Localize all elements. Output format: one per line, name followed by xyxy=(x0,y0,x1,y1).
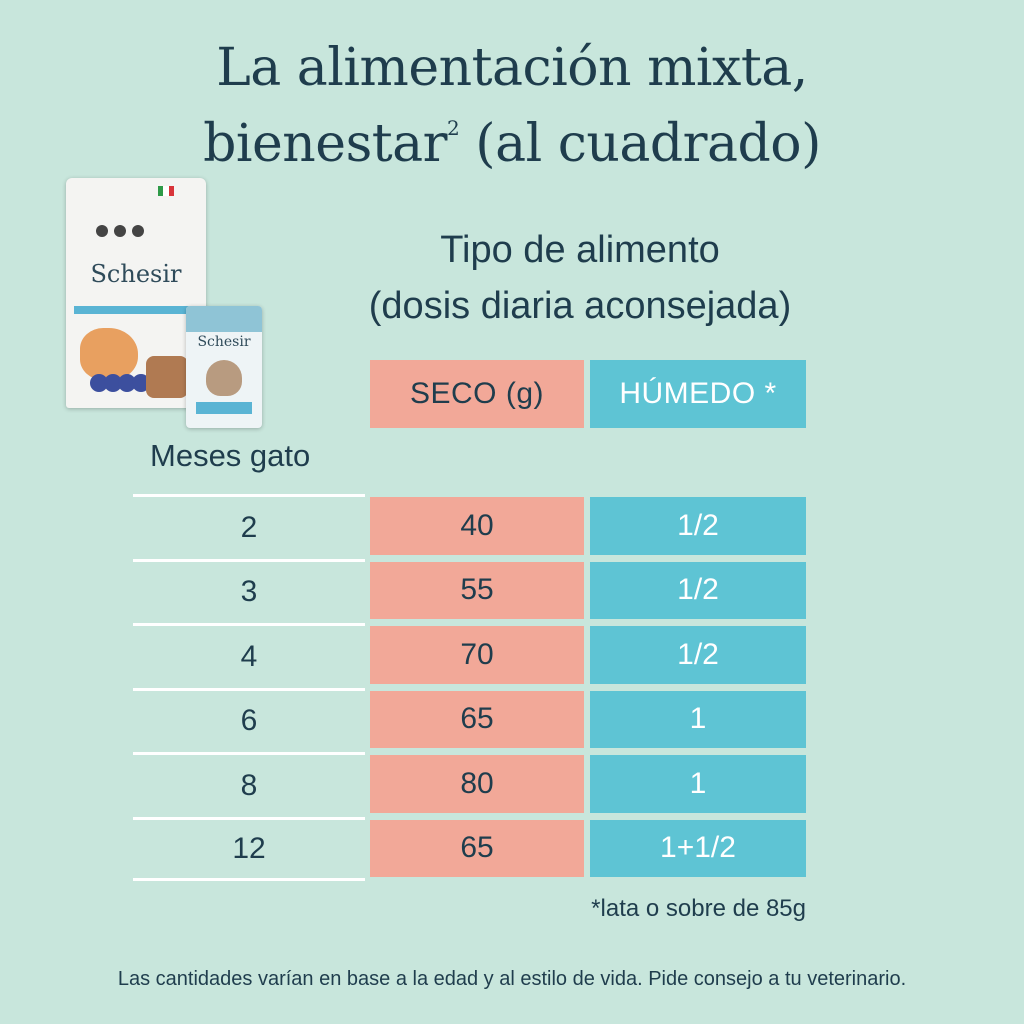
product-image: Schesir Schesir xyxy=(66,178,266,428)
blueberries-image xyxy=(90,374,150,397)
table-row: 3 55 1/2 xyxy=(133,558,806,624)
cell-seco: 55 xyxy=(370,561,584,619)
table-subtitle: Tipo de alimento (dosis diaria aconsejad… xyxy=(300,222,860,334)
chicken-image xyxy=(146,356,188,398)
footnote: *lata o sobre de 85g xyxy=(591,895,806,922)
table-row: 8 80 1 xyxy=(133,752,806,817)
kibble-image xyxy=(80,328,138,380)
italian-flag-icon xyxy=(158,186,174,196)
cell-age: 2 xyxy=(133,494,365,559)
table-row: 4 70 1/2 xyxy=(133,623,806,688)
pouch-brand-logo: Schesir xyxy=(197,334,251,350)
title-line-2: bienestar2 (al cuadrado) xyxy=(0,98,1024,174)
cell-humedo: 1 xyxy=(590,690,806,748)
cat-silhouettes-icon xyxy=(96,224,176,238)
kitten-image xyxy=(206,360,242,396)
subtitle-line-1: Tipo de alimento xyxy=(440,229,720,271)
title-line-1: La alimentación mixta, xyxy=(216,38,808,98)
table-row: 2 40 1/2 xyxy=(133,494,806,559)
page-title: La alimentación mixta, bienestar2 (al cu… xyxy=(0,38,1024,174)
header-humedo: HÚMEDO * xyxy=(590,360,806,428)
cell-seco: 65 xyxy=(370,819,584,877)
bag-stripe xyxy=(74,306,198,314)
cell-age: 12 xyxy=(133,816,365,881)
cell-humedo: 1/2 xyxy=(590,626,806,684)
dry-food-bag: Schesir xyxy=(66,178,206,408)
title-superscript: 2 xyxy=(447,116,460,140)
title-line-2-text: bienestar xyxy=(203,114,448,174)
wet-food-pouch: Schesir xyxy=(186,306,262,428)
cell-age: 8 xyxy=(133,752,365,817)
cell-humedo: 1/2 xyxy=(590,497,806,555)
table-row: 6 65 1 xyxy=(133,687,806,753)
cell-humedo: 1+1/2 xyxy=(590,819,806,877)
cell-age: 6 xyxy=(133,687,365,753)
cell-humedo: 1/2 xyxy=(590,561,806,619)
feeding-table: 2 40 1/2 3 55 1/2 4 70 1/2 6 65 1 8 80 1… xyxy=(133,494,806,881)
cell-humedo: 1 xyxy=(590,755,806,813)
cell-age: 3 xyxy=(133,558,365,624)
title-line-2-suffix: (al cuadrado) xyxy=(459,114,821,174)
pouch-top-band xyxy=(186,306,262,332)
cell-seco: 70 xyxy=(370,626,584,684)
header-age: Meses gato xyxy=(150,438,311,473)
bag-brand-logo: Schesir xyxy=(90,260,182,288)
cell-age: 4 xyxy=(133,623,365,688)
cell-seco: 40 xyxy=(370,497,584,555)
cell-seco: 80 xyxy=(370,755,584,813)
flag-stripe-green xyxy=(158,186,164,196)
pouch-label-band xyxy=(196,402,252,414)
flag-stripe-white xyxy=(163,186,169,196)
flag-stripe-red xyxy=(168,186,174,196)
disclaimer: Las cantidades varían en base a la edad … xyxy=(117,968,907,990)
subtitle-line-2: (dosis diaria aconsejada) xyxy=(368,285,792,327)
cell-seco: 65 xyxy=(370,690,584,748)
header-seco: SECO (g) xyxy=(370,360,584,428)
table-row: 12 65 1+1/2 xyxy=(133,816,806,881)
